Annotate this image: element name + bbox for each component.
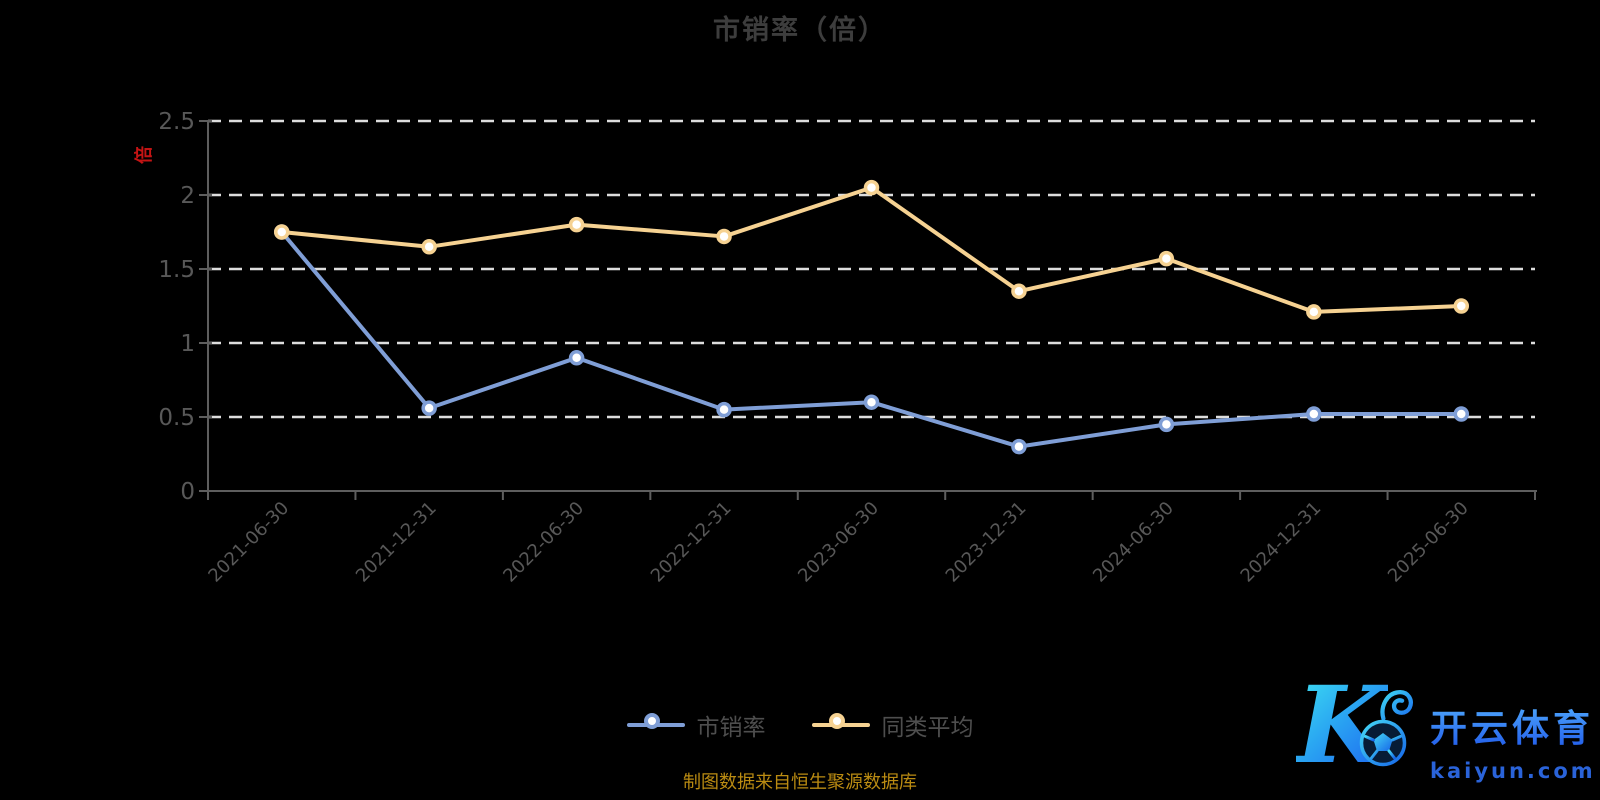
x-axis-label: 2025-06-30	[1384, 498, 1473, 587]
data-point[interactable]	[1306, 406, 1322, 422]
y-axis-label: 1	[180, 331, 195, 357]
data-point[interactable]	[1158, 250, 1175, 267]
data-point[interactable]	[1306, 304, 1322, 320]
series-line-1	[279, 185, 1464, 314]
data-point[interactable]	[863, 394, 880, 410]
x-axis-label: 2021-12-31	[352, 498, 441, 587]
data-point[interactable]	[273, 224, 290, 240]
chart-legend: 市销率 同类平均	[0, 708, 1600, 742]
legend-marker-icon	[811, 712, 870, 738]
legend-marker-icon	[626, 712, 685, 738]
data-point[interactable]	[1453, 298, 1470, 314]
data-point[interactable]	[716, 228, 732, 245]
series-line-0	[279, 230, 1464, 449]
data-point[interactable]	[716, 401, 732, 418]
kaiyun-brand-name: 开云体育	[1430, 698, 1596, 752]
data-point[interactable]	[863, 179, 880, 196]
y-axis-label: 2	[180, 183, 195, 209]
logo-swirl-icon	[1380, 690, 1413, 721]
x-axis-label: 2022-12-31	[647, 498, 736, 587]
kaiyun-domain: kaiyun.com	[1430, 759, 1596, 783]
data-point[interactable]	[1011, 438, 1027, 455]
x-axis-label: 2023-12-31	[942, 498, 1031, 587]
legend-label: 市销率	[696, 715, 766, 741]
legend-label: 同类平均	[881, 715, 974, 741]
x-axis-label: 2024-12-31	[1237, 498, 1326, 587]
legend-item-0[interactable]: 市销率	[626, 708, 766, 742]
data-point[interactable]	[1453, 406, 1470, 422]
chart-title: 市销率（倍）	[713, 15, 887, 46]
legend-dot	[643, 713, 660, 729]
legend-dot	[828, 713, 845, 729]
data-point[interactable]	[1011, 283, 1027, 299]
x-axis-label: 2024-06-30	[1089, 498, 1178, 587]
x-axis-label: 2022-06-30	[499, 498, 588, 587]
data-point[interactable]	[568, 216, 585, 233]
data-point[interactable]	[421, 400, 437, 416]
soccer-ball-icon	[1359, 719, 1407, 767]
kaiyun-logo-text: 开云体育 kaiyun.com	[1430, 698, 1596, 783]
x-axis-label: 2021-06-30	[204, 498, 293, 587]
data-point[interactable]	[421, 239, 437, 255]
y-axis-label: 1.5	[158, 257, 195, 283]
x-axis-label: 2023-06-30	[794, 498, 883, 587]
y-axis-label: 0	[180, 479, 195, 505]
legend-item-1[interactable]: 同类平均	[811, 708, 974, 742]
y-axis-label: 2.5	[158, 109, 195, 135]
data-point[interactable]	[568, 350, 585, 366]
kaiyun-watermark: K 开	[1296, 672, 1596, 795]
data-point[interactable]	[1158, 416, 1175, 433]
data-source-note: 制图数据来自恒生聚源数据库	[683, 772, 917, 793]
y-axis-label: 0.5	[158, 405, 195, 431]
